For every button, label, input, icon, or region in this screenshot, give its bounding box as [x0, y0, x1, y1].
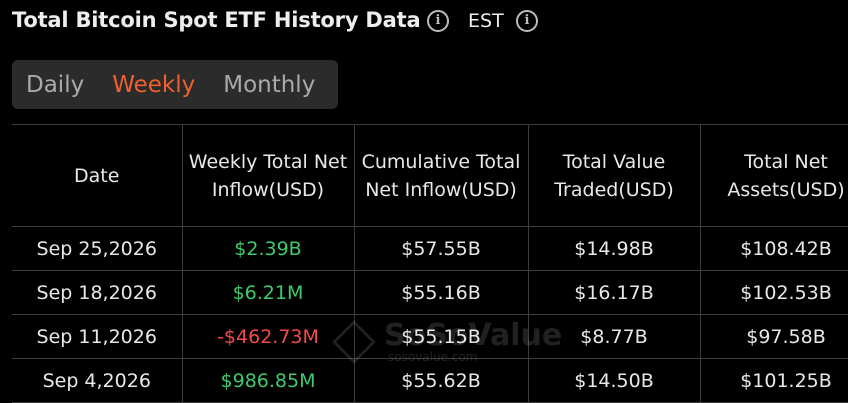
column-header: Total Value Traded(USD): [527, 124, 701, 227]
column-header: Total Net Assets(USD): [699, 124, 848, 227]
value-cell: $6.21M: [181, 270, 355, 315]
value-cell: $8.77B: [527, 314, 701, 359]
table-row: Sep 25,2026 $2.39B $57.55B $14.98B $108.42B: [12, 226, 848, 271]
value-cell: $16.17B: [527, 270, 701, 315]
value-cell: $108.42B: [699, 226, 848, 271]
tab[interactable]: Monthly: [223, 71, 316, 98]
tab-bar: Daily Weekly Monthly: [12, 60, 338, 109]
value-cell: $55.16B: [353, 270, 529, 315]
date-cell: Sep 4,2026: [12, 358, 183, 403]
date-cell: Sep 11,2026: [12, 314, 183, 359]
value-cell: $14.50B: [527, 358, 701, 403]
title: Total Bitcoin Spot ETF History Data: [12, 8, 421, 32]
table-row: Sep 18,2026 $6.21M $55.16B $16.17B $102.53B: [12, 270, 848, 315]
value-cell: $97.58B: [699, 314, 848, 359]
table-row: Sep 11,2026 -$462.73M $55.15B $8.77B $97.58B: [12, 314, 848, 359]
info-icon[interactable]: i: [427, 10, 449, 32]
value-cell: $55.62B: [353, 358, 529, 403]
tab[interactable]: Daily: [26, 71, 85, 98]
value-cell: $55.15B: [353, 314, 529, 359]
history-table: Date Weekly Total Net Inflow(USD) Cumulati…: [12, 124, 848, 403]
column-header: Date: [12, 124, 183, 227]
value-cell: $57.55B: [353, 226, 529, 271]
table-row: Sep 4,2026 $986.85M $55.62B $14.50B $101.25B: [12, 358, 848, 403]
value-cell: $101.25B: [699, 358, 848, 403]
date-cell: Sep 18,2026: [12, 270, 183, 315]
info-icon[interactable]: i: [516, 10, 538, 32]
value-cell: -$462.73M: [181, 314, 355, 359]
timezone: EST: [468, 10, 504, 32]
table-body: Sep 25,2026 $2.39B $57.55B $14.98B $108.42B S…: [12, 226, 848, 403]
column-header: Cumulative Total Net Inflow(USD): [353, 124, 529, 227]
date-cell: Sep 25,2026: [12, 226, 183, 271]
value-cell: $14.98B: [527, 226, 701, 271]
header-row: Date Weekly Total Net Inflow(USD) Cumulati…: [12, 124, 848, 227]
tab[interactable]: Weekly: [112, 71, 196, 98]
column-header: Weekly Total Net Inflow(USD): [181, 124, 355, 227]
value-cell: $102.53B: [699, 270, 848, 315]
value-cell: $986.85M: [181, 358, 355, 403]
value-cell: $2.39B: [181, 226, 355, 271]
